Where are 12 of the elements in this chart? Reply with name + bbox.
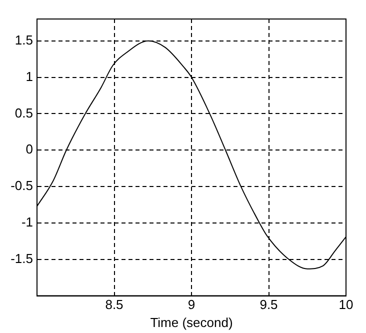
x-tick-label: 8.5 (105, 297, 124, 312)
y-tick-label: 0.5 (14, 105, 33, 120)
y-tick-label: -1 (21, 214, 33, 230)
x-axis-title: Time (second) (150, 314, 233, 330)
y-tick-label: 1 (26, 68, 33, 84)
y-tick-label: 0 (26, 142, 33, 157)
y-tick-label: -0.5 (10, 178, 33, 194)
y-tick-label: -1.5 (10, 250, 33, 266)
y-tick-label: 1.5 (14, 32, 33, 48)
x-tick-label: 9 (188, 297, 196, 312)
x-tick-label: 9.5 (260, 297, 278, 312)
x-tick-label: 10 (338, 297, 354, 312)
